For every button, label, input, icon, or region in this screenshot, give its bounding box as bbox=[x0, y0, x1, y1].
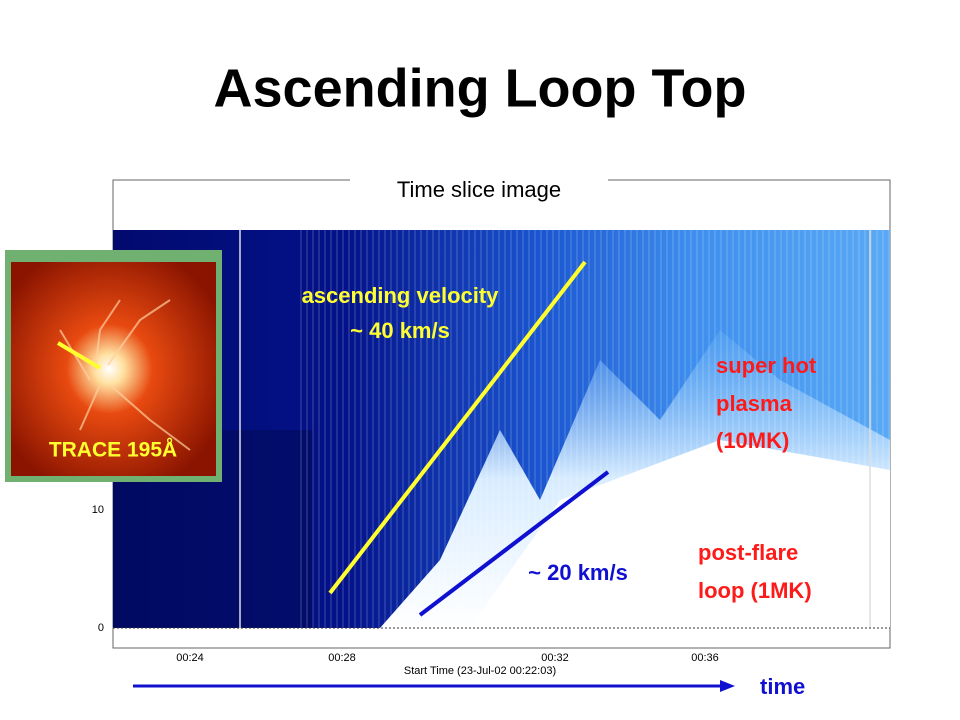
title: Ascending Loop Top bbox=[214, 58, 747, 118]
x-tick-label: 00:36 bbox=[691, 652, 719, 664]
caption: Time slice image bbox=[397, 177, 561, 202]
y-tick-label: 10 bbox=[92, 504, 104, 516]
stripes bbox=[300, 230, 890, 628]
fast-fit-line bbox=[328, 260, 587, 595]
annotation: (10MK) bbox=[716, 428, 789, 453]
annotation: ~ 40 km/s bbox=[350, 318, 450, 343]
slow-fit-line bbox=[418, 470, 610, 617]
annotation: super hot bbox=[716, 353, 817, 378]
inset-pointer bbox=[56, 341, 102, 370]
inset-label: TRACE 195Å bbox=[49, 438, 177, 462]
inset: TRACE 195Å bbox=[5, 250, 222, 482]
annotation: ascending velocity bbox=[302, 283, 500, 308]
time-arrow-head bbox=[720, 680, 735, 692]
annotation: ~ 20 km/s bbox=[528, 560, 628, 585]
y-tick-label: 0 bbox=[98, 622, 104, 634]
inset-image bbox=[11, 262, 216, 476]
x-tick-label: 00:32 bbox=[541, 652, 569, 664]
caption-bg bbox=[350, 172, 608, 208]
x-tick-label: 00:24 bbox=[176, 652, 204, 664]
annotation: post-flare bbox=[698, 540, 798, 565]
x-tick-label: 00:28 bbox=[328, 652, 356, 664]
annotation: plasma bbox=[716, 391, 793, 416]
annotation: loop (1MK) bbox=[698, 578, 812, 603]
x-axis-label: Start Time (23-Jul-02 00:22:03) bbox=[404, 665, 556, 677]
time-label: time bbox=[760, 674, 805, 699]
plot: Time slice image 00:24 00:28 00:32 00:36… bbox=[92, 172, 891, 677]
